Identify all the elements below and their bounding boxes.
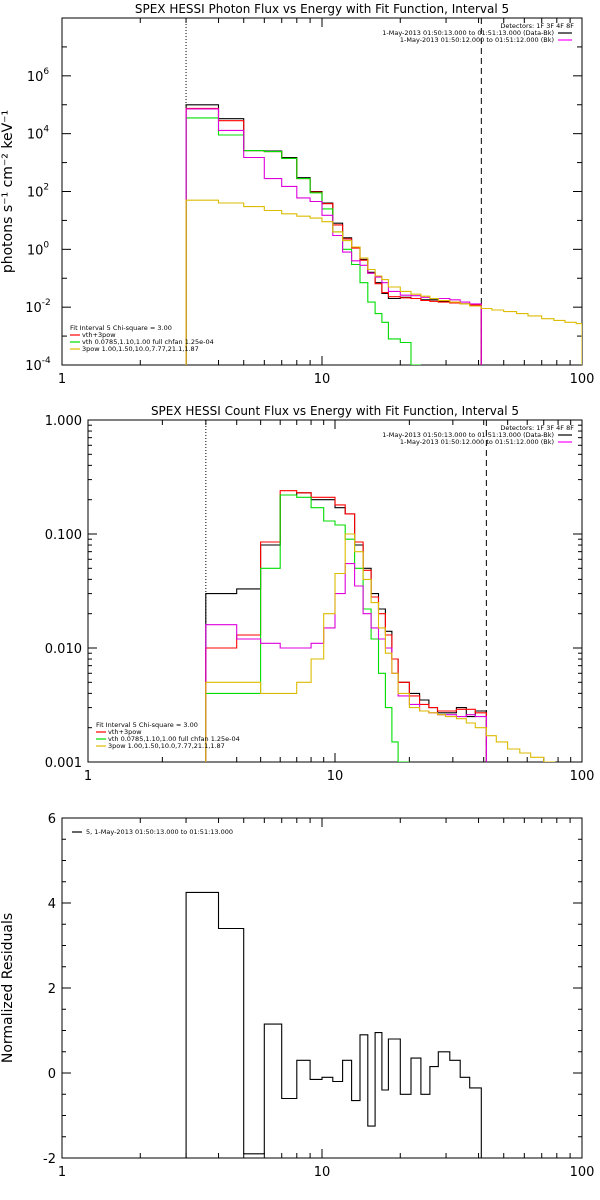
fit-legend-label: vth+3pow [108, 728, 142, 736]
x-tick-label: 100 [570, 1165, 595, 1180]
x-tick-label: 100 [570, 769, 595, 784]
y-tick-exponent: 4 [43, 125, 49, 135]
y-tick-label: 102 [27, 183, 49, 201]
series-line-4 [205, 533, 556, 762]
plot-frame [87, 419, 583, 763]
x-tick-label: 10 [314, 372, 331, 387]
legend-entry-label: 5, 1-May-2013 01:50:13.000 to 01:51:13.0… [86, 828, 233, 836]
y-axis-label: Normalized Residuals [0, 913, 16, 1063]
fit-legend-label: 3pow 1.00,1.50,10.0,7.77,21.1,1.87 [82, 345, 199, 353]
y-tick-label: 106 [27, 67, 50, 85]
x-tick-label: 1 [58, 1165, 66, 1180]
y-tick-base: 10 [27, 70, 44, 85]
y-tick-label: 10-4 [25, 356, 51, 374]
plot-frame [61, 17, 583, 366]
y-tick-label: 0.100 [45, 528, 82, 543]
series-line-0 [185, 891, 482, 1158]
y-tick-label: -2 [43, 1152, 56, 1167]
legend-entry-label: 1-May-2013 01:50:13.000 to 01:51:13.000 … [382, 431, 554, 439]
y-tick-label: 104 [27, 125, 50, 143]
y-tick-label: 100 [27, 240, 50, 258]
photon-flux-chart: SPEX HESSI Photon Flux vs Energy with Fi… [0, 2, 594, 387]
y-tick-exponent: 0 [43, 240, 49, 250]
chart-title: SPEX HESSI Photon Flux vs Energy with Fi… [135, 2, 509, 16]
y-tick-label: 4 [48, 897, 56, 912]
y-tick-exponent: 6 [43, 67, 49, 77]
y-tick-label: 0.010 [45, 642, 82, 657]
legend-header: Detectors: 1F 3F 4F 8F [500, 22, 574, 30]
series-line-4 [185, 199, 582, 365]
y-tick-base: 10 [27, 186, 44, 201]
y-tick-exponent: -4 [42, 356, 51, 366]
x-tick-label: 10 [314, 1165, 331, 1180]
fit-legend-label: vth 0.0785,1.10,1.00 full chfan 1.25e-04 [82, 338, 214, 346]
y-tick-exponent: 2 [43, 183, 49, 193]
y-tick-label: 0.001 [45, 756, 82, 771]
fit-legend-label: vth 0.0785,1.10,1.00 full chfan 1.25e-04 [108, 735, 240, 743]
chart-title: SPEX HESSI Count Flux vs Energy with Fit… [151, 404, 519, 418]
y-tick-label: 2 [48, 982, 56, 997]
y-tick-label: 10-2 [25, 298, 51, 316]
x-tick-label: 1 [84, 769, 92, 784]
legend-entry-label: 1-May-2013 01:50:13.000 to 01:51:13.000 … [382, 29, 554, 37]
y-tick-base: 10 [25, 359, 42, 374]
legend-entry-label: 1-May-2013 01:50:12.000 to 01:51:12.000 … [400, 36, 554, 44]
series-group [185, 104, 582, 365]
series-line-2 [205, 494, 410, 762]
fit-legend-header: Fit Interval 5 Chi-square = 3.00 [70, 324, 172, 332]
x-tick-label: 100 [570, 372, 595, 387]
y-axis-label: photons s⁻¹ cm⁻² keV⁻¹ [0, 110, 16, 273]
y-tick-label: 0 [48, 1067, 56, 1082]
legend-entry-label: 1-May-2013 01:50:12.000 to 01:51:12.000 … [400, 438, 554, 446]
series-group [205, 490, 556, 762]
x-tick-label: 10 [327, 769, 344, 784]
plot-frame [61, 817, 583, 1159]
residuals-chart: 1 10 100 -2 0 2 4 6 Normalized Residuals 5, 1-May… [0, 812, 594, 1180]
series-group [185, 891, 482, 1158]
y-tick-label: 6 [48, 812, 56, 827]
y-tick-base: 10 [25, 301, 42, 316]
fit-legend-header: Fit Interval 5 Chi-square = 3.00 [96, 721, 198, 729]
series-line-3 [205, 563, 487, 762]
y-tick-base: 10 [27, 128, 44, 143]
y-tick-base: 10 [27, 243, 44, 258]
fit-legend-label: 3pow 1.00,1.50,10.0,7.77,21.1,1.87 [108, 742, 225, 750]
count-flux-chart: SPEX HESSI Count Flux vs Energy with Fit… [45, 404, 595, 784]
y-tick-label: 1.000 [45, 414, 82, 429]
y-tick-exponent: -2 [42, 298, 51, 308]
fit-legend-label: vth+3pow [82, 331, 116, 339]
series-line-1 [205, 490, 487, 762]
legend-header: Detectors: 1F 3F 4F 8F [500, 424, 574, 432]
x-tick-label: 1 [58, 372, 66, 387]
